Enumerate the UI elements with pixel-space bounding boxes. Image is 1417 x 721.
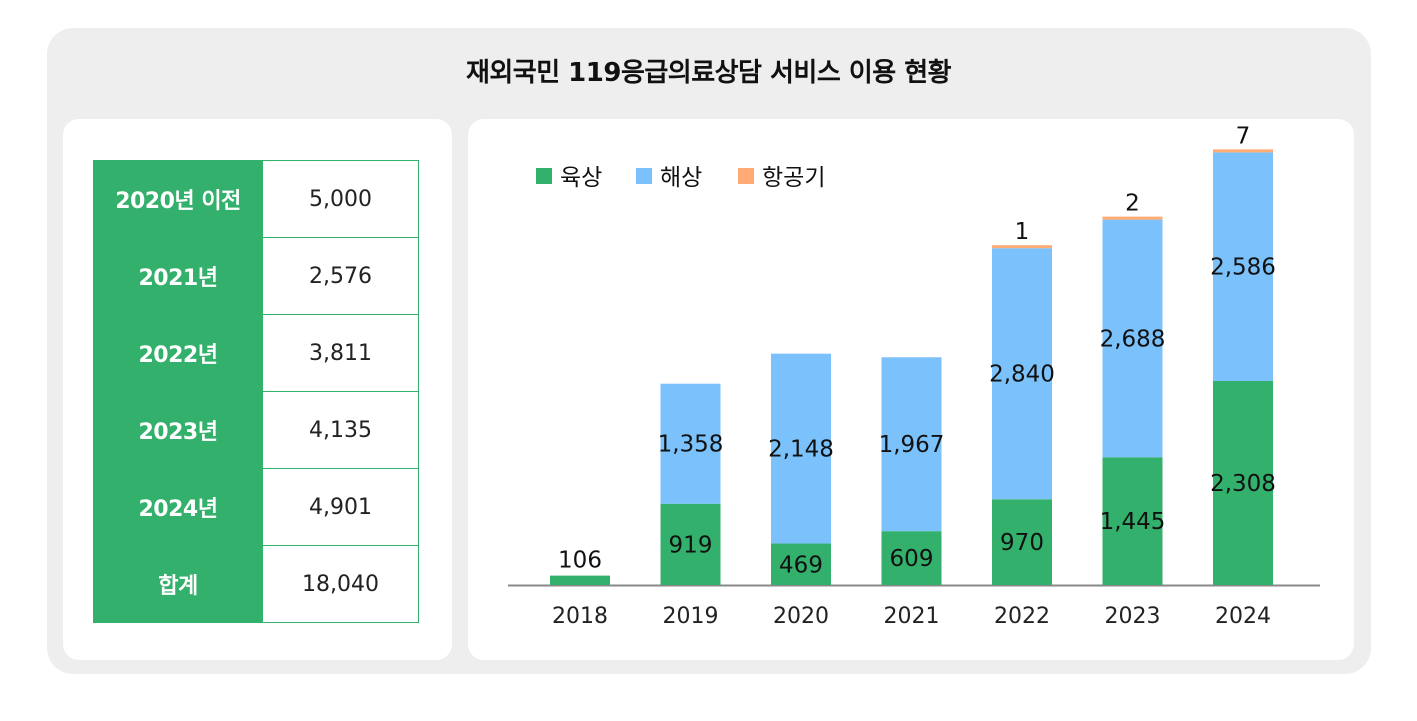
bar-land xyxy=(1102,457,1163,585)
table-row: 2024년 4,901 xyxy=(93,468,419,546)
data-label-land: 469 xyxy=(779,552,823,578)
bar-air xyxy=(992,245,1052,249)
bar-land xyxy=(550,575,610,585)
x-tick-label: 2021 xyxy=(884,604,940,629)
legend-label: 항공기 xyxy=(762,165,825,191)
row-value: 3,811 xyxy=(262,314,419,392)
bar-land xyxy=(1213,380,1273,585)
legend-swatch-0 xyxy=(536,168,552,184)
data-label-land: 1,445 xyxy=(1100,509,1166,535)
table-row: 2020년 이전 5,000 xyxy=(93,160,419,238)
row-value: 4,901 xyxy=(262,468,419,546)
x-tick-label: 2023 xyxy=(1105,604,1161,629)
bar-land xyxy=(660,503,721,585)
row-label: 2023년 xyxy=(93,391,263,469)
bar-land xyxy=(992,499,1052,585)
table-row-total: 합계 18,040 xyxy=(93,545,419,623)
total-value: 18,040 xyxy=(262,545,419,623)
row-label: 2020년 이전 xyxy=(93,160,263,238)
data-label-land: 2,308 xyxy=(1210,471,1276,497)
data-label-air: 7 xyxy=(1236,123,1251,149)
row-label: 2021년 xyxy=(93,237,263,315)
data-label-sea: 2,840 xyxy=(989,362,1055,388)
stacked-bar-chart: 육상 해상 항공기 106 2018 919 1,358 2019 469 2,148 2020 60… xyxy=(508,123,1320,629)
bar-sea xyxy=(1213,152,1273,381)
x-tick-label: 2022 xyxy=(994,604,1050,629)
total-label: 합계 xyxy=(93,545,263,623)
bar-sea xyxy=(771,353,831,544)
bar-sea xyxy=(881,357,942,532)
data-label-land: 106 xyxy=(558,548,602,574)
data-label-sea: 1,967 xyxy=(879,432,945,458)
table-row: 2023년 4,135 xyxy=(93,391,419,469)
row-value: 4,135 xyxy=(262,391,419,469)
bar-land xyxy=(771,543,831,585)
legend-label: 해상 xyxy=(660,165,702,191)
x-tick-label: 2018 xyxy=(552,604,608,629)
row-label: 2022년 xyxy=(93,314,263,392)
table-row: 2021년 2,576 xyxy=(93,237,419,315)
page-title: 재외국민 119응급의료상담 서비스 이용 현황 xyxy=(465,58,952,88)
legend-swatch-1 xyxy=(636,168,652,184)
data-label-sea: 2,586 xyxy=(1210,255,1276,281)
x-tick-label: 2020 xyxy=(773,604,829,629)
data-label-air: 2 xyxy=(1125,191,1140,217)
bar-air xyxy=(1213,149,1273,153)
legend-label: 육상 xyxy=(560,165,602,191)
data-label-air: 1 xyxy=(1015,219,1030,245)
data-label-sea: 1,358 xyxy=(658,432,724,458)
row-value: 5,000 xyxy=(262,160,419,238)
data-label-land: 609 xyxy=(890,546,934,572)
data-label-land: 919 xyxy=(669,532,713,558)
bar-sea xyxy=(660,383,721,504)
x-tick-label: 2019 xyxy=(663,604,719,629)
legend-swatch-2 xyxy=(738,168,754,184)
table-row: 2022년 3,811 xyxy=(93,314,419,392)
bar-air xyxy=(1102,216,1163,220)
bar-sea xyxy=(992,248,1052,500)
data-label-land: 970 xyxy=(1000,530,1044,556)
bar-sea xyxy=(1102,219,1163,458)
summary-table: 2020년 이전 5,000 2021년 2,576 2022년 3,811 2… xyxy=(93,160,419,623)
row-label: 2024년 xyxy=(93,468,263,546)
data-label-sea: 2,148 xyxy=(768,437,834,463)
row-value: 2,576 xyxy=(262,237,419,315)
bar-land xyxy=(881,531,942,585)
x-tick-label: 2024 xyxy=(1215,604,1271,629)
data-label-sea: 2,688 xyxy=(1100,326,1166,352)
